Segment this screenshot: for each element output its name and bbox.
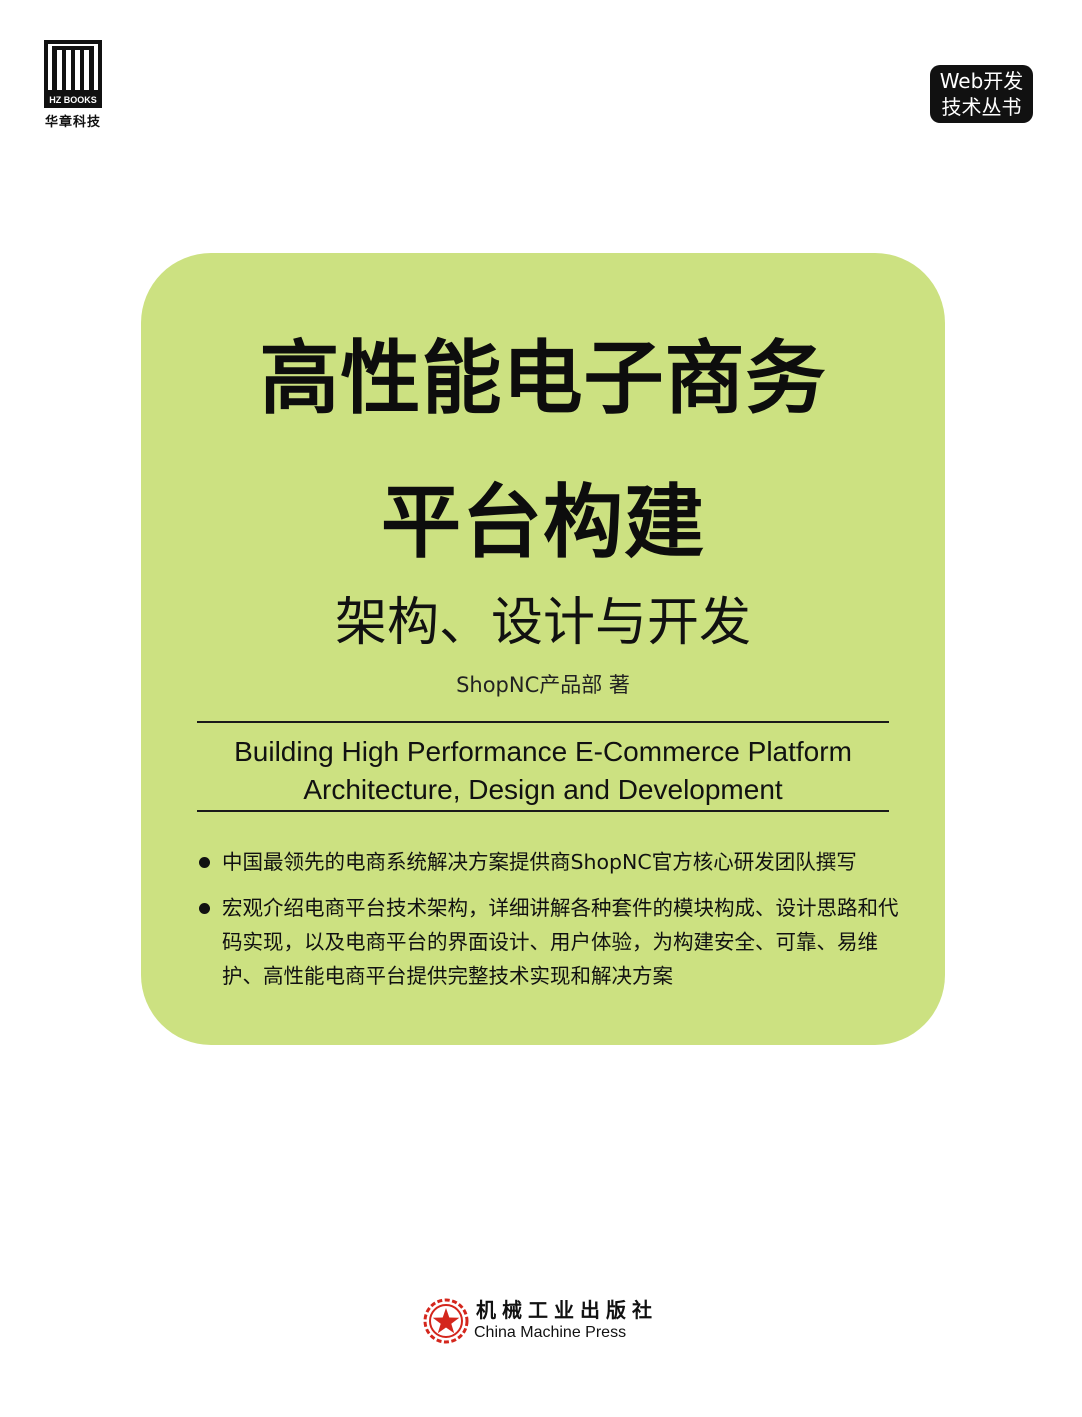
book-title-line1: 高性能电子商务: [259, 332, 827, 425]
book-subtitle: 架构、设计与开发: [334, 593, 751, 653]
divider-bottom: [197, 810, 889, 812]
feature-text: 中国最领先的电商系统解决方案提供商ShopNC官方核心研发团队撰写: [222, 850, 857, 874]
series-badge: Web开发 技术丛书: [930, 65, 1033, 123]
book-title-line2: 平台构建: [381, 476, 705, 569]
cover-panel: 高性能电子商务 平台构建 架构、设计与开发 ShopNC产品部 著 Buildi…: [141, 253, 945, 1045]
feature-text: 宏观介绍电商平台技术架构，详细讲解各种套件的模块构成、设计思路和代码实现，以及电…: [222, 896, 899, 988]
bullet-icon: [199, 903, 210, 914]
svg-text:HZ BOOKS: HZ BOOKS: [49, 95, 97, 105]
hz-books-logo: HZ BOOKS 华章科技: [44, 40, 108, 130]
bullet-icon: [199, 857, 210, 868]
english-title-line2: Architecture, Design and Development: [303, 774, 783, 805]
author-credit: ShopNC产品部 著: [456, 673, 630, 697]
divider-top: [197, 721, 889, 723]
english-title-line1: Building High Performance E-Commerce Pla…: [234, 736, 852, 767]
series-badge-line2: 技术丛书: [941, 95, 1022, 119]
press-english-name: China Machine Press: [474, 1324, 627, 1341]
hz-books-logo-mark: HZ BOOKS: [44, 40, 102, 108]
feature-list: 中国最领先的电商系统解决方案提供商ShopNC官方核心研发团队撰写 宏观介绍电商…: [199, 845, 899, 1005]
english-title: Building High Performance E-Commerce Pla…: [181, 733, 905, 809]
feature-item: 宏观介绍电商平台技术架构，详细讲解各种套件的模块构成、设计思路和代码实现，以及电…: [199, 891, 899, 993]
gear-star-emblem-icon: [423, 1298, 469, 1344]
feature-item: 中国最领先的电商系统解决方案提供商ShopNC官方核心研发团队撰写: [199, 845, 899, 879]
china-machine-press-logo: 机械工业出版社 China Machine Press: [422, 1296, 682, 1348]
hz-books-chinese-name: 华章科技: [44, 115, 101, 130]
press-chinese-name: 机械工业出版社: [476, 1298, 658, 1322]
series-badge-line1: Web开发: [939, 69, 1024, 93]
